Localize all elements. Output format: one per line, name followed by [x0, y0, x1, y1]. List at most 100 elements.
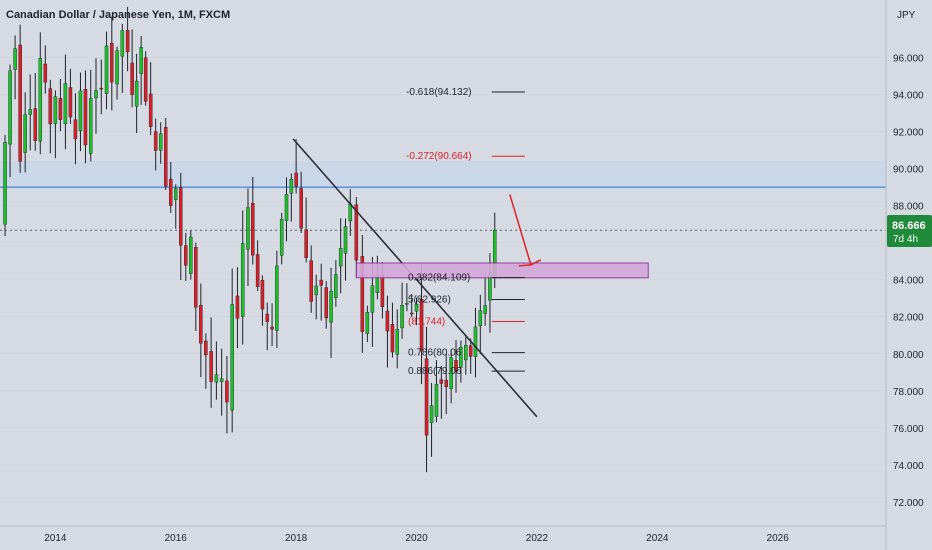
candle[interactable]: [163, 118, 168, 191]
candle[interactable]: [230, 268, 234, 433]
candle[interactable]: [414, 297, 419, 326]
candle[interactable]: [246, 188, 250, 286]
candle[interactable]: [225, 355, 229, 434]
candle[interactable]: [478, 294, 483, 355]
candle[interactable]: [334, 260, 338, 307]
candle[interactable]: [309, 245, 313, 313]
candle[interactable]: [38, 32, 43, 155]
candle[interactable]: [68, 68, 73, 124]
candle[interactable]: [139, 35, 143, 105]
candle[interactable]: [153, 118, 158, 171]
candle[interactable]: [83, 70, 88, 164]
candle[interactable]: [219, 348, 224, 416]
candle[interactable]: [255, 240, 260, 292]
candle[interactable]: [385, 295, 390, 368]
candle[interactable]: [279, 212, 284, 265]
candle[interactable]: [73, 93, 78, 165]
candle[interactable]: [179, 172, 183, 280]
candle[interactable]: [130, 29, 134, 108]
candle[interactable]: [444, 353, 448, 415]
candle[interactable]: [194, 242, 198, 331]
candle[interactable]: [240, 210, 245, 345]
candle[interactable]: [214, 341, 219, 400]
candle[interactable]: [18, 24, 22, 173]
candle[interactable]: [209, 317, 213, 408]
fib-level-2[interactable]: 0.382(84.109): [408, 273, 525, 284]
candle[interactable]: [343, 218, 348, 281]
candle[interactable]: [99, 59, 104, 115]
candle[interactable]: [120, 23, 125, 93]
candle[interactable]: [434, 360, 439, 423]
arrow-shaft[interactable]: [509, 194, 532, 266]
candle[interactable]: [299, 171, 303, 233]
candle[interactable]: [158, 122, 163, 164]
candle[interactable]: [3, 134, 7, 237]
candle[interactable]: [115, 46, 119, 100]
candle[interactable]: [63, 54, 68, 150]
candle[interactable]: [319, 263, 323, 321]
candle[interactable]: [439, 365, 444, 419]
candle[interactable]: [324, 280, 328, 329]
candle[interactable]: [289, 173, 294, 222]
candle[interactable]: [483, 275, 487, 326]
candle[interactable]: [148, 62, 153, 136]
currency-label[interactable]: JPY: [897, 10, 916, 21]
candle[interactable]: [189, 230, 193, 280]
candle[interactable]: [8, 64, 12, 178]
candle[interactable]: [464, 336, 468, 375]
fib-level-4[interactable]: (81.744): [408, 316, 525, 327]
candle[interactable]: [94, 58, 98, 134]
candle[interactable]: [235, 267, 240, 349]
candle[interactable]: [204, 333, 208, 389]
candle[interactable]: [294, 139, 298, 194]
candle[interactable]: [459, 340, 463, 383]
current-price-badge[interactable]: 86.666 7d 4h: [887, 215, 932, 247]
candle[interactable]: [329, 267, 333, 359]
candle[interactable]: [168, 161, 173, 213]
candle[interactable]: [265, 302, 269, 351]
candle[interactable]: [134, 53, 139, 134]
candle[interactable]: [143, 51, 148, 106]
candle[interactable]: [104, 31, 109, 110]
candle[interactable]: [429, 382, 434, 457]
candle[interactable]: [473, 307, 478, 378]
candle[interactable]: [419, 263, 424, 385]
time-axis[interactable]: 2014 2016 2018 2020 2022 2024 2026: [44, 533, 789, 544]
candle[interactable]: [33, 72, 37, 151]
candle[interactable]: [88, 69, 93, 162]
candle[interactable]: [405, 283, 409, 312]
candle[interactable]: [409, 294, 414, 318]
candle[interactable]: [13, 35, 17, 100]
candle[interactable]: [395, 309, 400, 369]
candle[interactable]: [48, 79, 53, 154]
fib-level-3[interactable]: 5(82.926): [408, 295, 525, 306]
candle[interactable]: [260, 275, 265, 326]
candle[interactable]: [365, 305, 370, 343]
candle[interactable]: [251, 176, 255, 265]
fib-level-6[interactable]: 0.886(79.06: [408, 366, 525, 377]
candle[interactable]: [454, 340, 458, 393]
candle[interactable]: [23, 92, 27, 173]
candle[interactable]: [360, 235, 365, 353]
candle[interactable]: [275, 250, 279, 348]
candle[interactable]: [390, 302, 395, 358]
candles-layer[interactable]: [3, 6, 497, 473]
candle[interactable]: [468, 338, 473, 374]
candle[interactable]: [78, 72, 83, 152]
candle[interactable]: [184, 232, 188, 281]
candle[interactable]: [284, 177, 289, 242]
fib-level-5[interactable]: 0.786(80.06: [408, 348, 525, 359]
candle[interactable]: [304, 197, 308, 263]
candle[interactable]: [199, 283, 203, 378]
fibonacci-levels[interactable]: -0.618(94.132) -0.272(90.664) 0.382(84.109…: [406, 87, 525, 377]
candle[interactable]: [28, 74, 32, 151]
candle[interactable]: [314, 274, 318, 320]
resistance-zone[interactable]: [0, 161, 886, 189]
fib-level-1[interactable]: -0.272(90.664): [406, 151, 525, 162]
candle[interactable]: [174, 184, 178, 229]
candle[interactable]: [424, 326, 429, 473]
candle[interactable]: [338, 218, 343, 294]
support-box[interactable]: [355, 262, 649, 279]
fib-level-0[interactable]: -0.618(94.132): [406, 87, 525, 98]
